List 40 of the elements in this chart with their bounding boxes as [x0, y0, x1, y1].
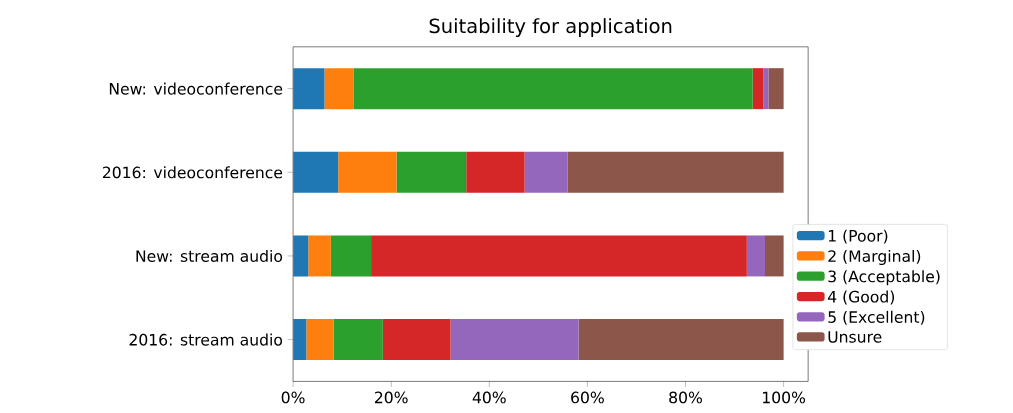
bar — [293, 235, 309, 277]
bar — [338, 152, 397, 193]
bar — [308, 235, 331, 277]
bar — [293, 319, 307, 361]
legend-label: 2 (Marginal) — [828, 250, 921, 266]
legend-label: 5 (Excellent) — [828, 311, 925, 325]
y-tick-label: 2016: videoconference — [102, 166, 283, 179]
bar — [306, 319, 334, 361]
bar — [764, 235, 784, 277]
bar — [371, 235, 747, 277]
bar — [524, 152, 568, 193]
bar — [382, 319, 451, 361]
bar — [768, 68, 784, 110]
y-tick-label: New: stream audio — [136, 250, 283, 263]
y-tick-label: 2016: stream audio — [129, 333, 283, 346]
bar — [353, 68, 753, 110]
x-tick-label: 80% — [669, 391, 702, 404]
x-tick-label: 60% — [571, 391, 604, 404]
bar — [293, 68, 325, 110]
bar — [396, 152, 467, 193]
bar — [752, 68, 764, 110]
y-tick-label: New: videoconference — [109, 82, 283, 95]
bar — [746, 235, 765, 277]
chart-title: Suitability for application — [429, 18, 672, 38]
legend-label: 1 (Poor) — [828, 229, 888, 244]
x-tick-label: 100% — [763, 391, 806, 404]
bar — [450, 319, 579, 361]
x-tick-label: 0% — [281, 391, 305, 404]
bar — [324, 68, 354, 110]
bar — [567, 152, 784, 193]
legend-label: Unsure — [828, 331, 882, 343]
legend-label: 4 (Good) — [827, 290, 895, 305]
bar — [578, 319, 784, 361]
bar — [330, 235, 372, 277]
bar — [466, 152, 525, 193]
legend-label: 3 (Acceptable) — [828, 270, 940, 286]
x-tick-label: 20% — [374, 391, 408, 404]
bar — [333, 319, 383, 361]
x-tick-label: 40% — [472, 391, 506, 404]
bar — [293, 152, 339, 193]
